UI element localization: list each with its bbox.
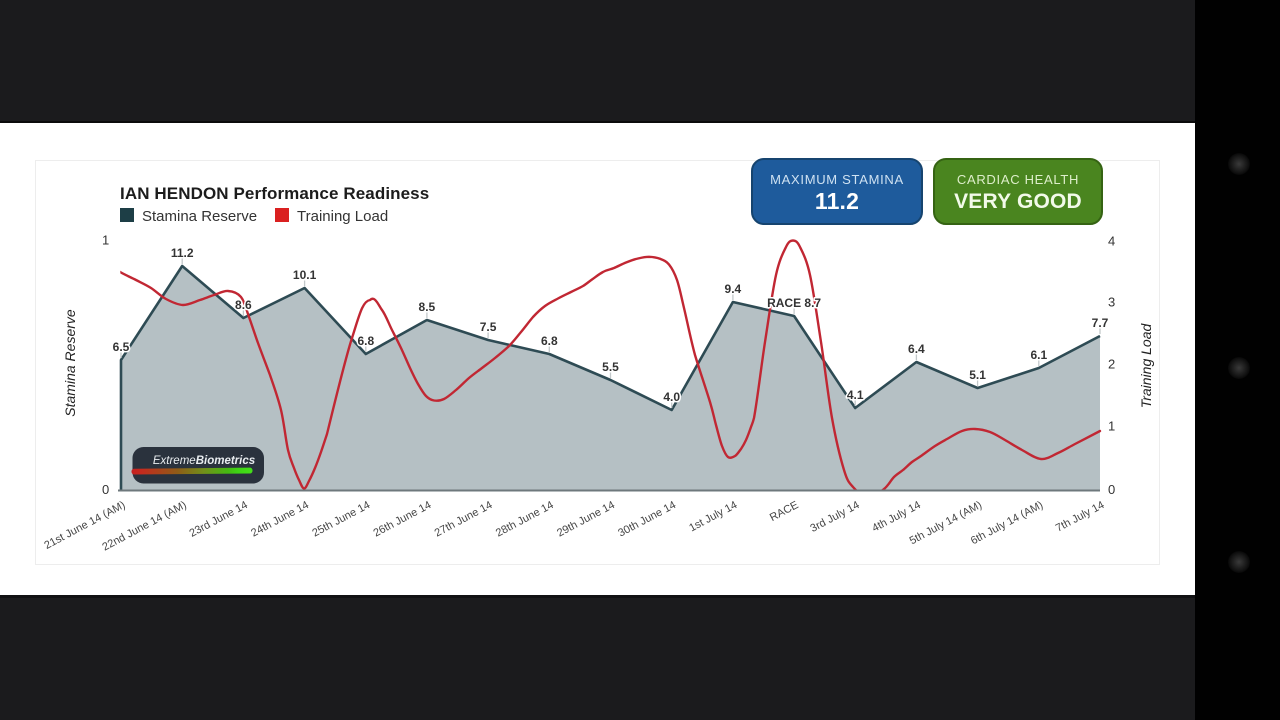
svg-text:1st July 14: 1st July 14	[687, 499, 739, 534]
svg-text:27th June 14: 27th June 14	[433, 499, 495, 539]
svg-text:4.0: 4.0	[663, 390, 680, 404]
svg-text:7.5: 7.5	[480, 320, 497, 334]
svg-text:ExtremeBiometrics: ExtremeBiometrics	[153, 455, 255, 467]
svg-text:0: 0	[102, 482, 109, 497]
svg-text:26th June 14: 26th June 14	[371, 499, 433, 539]
svg-text:3: 3	[1108, 295, 1115, 310]
svg-text:0: 0	[1108, 482, 1115, 497]
svg-text:2: 2	[1108, 357, 1115, 372]
svg-text:23rd June 14: 23rd June 14	[187, 499, 249, 540]
svg-text:4.1: 4.1	[847, 388, 864, 402]
svg-text:25th June 14: 25th June 14	[310, 499, 372, 539]
svg-text:8.6: 8.6	[235, 298, 252, 312]
svg-text:5.1: 5.1	[969, 368, 986, 382]
svg-text:28th June 14: 28th June 14	[494, 499, 556, 539]
svg-text:6.4: 6.4	[908, 342, 925, 356]
svg-text:Stamina Reserve: Stamina Reserve	[62, 309, 78, 417]
svg-text:6.8: 6.8	[541, 334, 558, 348]
svg-text:6.5: 6.5	[113, 340, 130, 354]
svg-text:6.8: 6.8	[357, 334, 374, 348]
svg-text:Training Load: Training Load	[1138, 323, 1154, 409]
svg-text:29th June 14: 29th June 14	[555, 499, 617, 539]
svg-text:24th June 14: 24th June 14	[249, 499, 311, 539]
svg-text:RACE 8.7: RACE 8.7	[767, 296, 821, 310]
svg-text:RACE: RACE	[768, 499, 801, 524]
svg-text:30th June 14: 30th June 14	[616, 499, 678, 539]
svg-text:4th July 14: 4th July 14	[870, 499, 923, 535]
svg-text:7.7: 7.7	[1092, 316, 1109, 330]
svg-text:1: 1	[102, 233, 109, 248]
svg-text:11.2: 11.2	[171, 246, 194, 260]
svg-text:4: 4	[1108, 234, 1115, 249]
svg-text:6.1: 6.1	[1030, 348, 1047, 362]
svg-text:10.1: 10.1	[293, 268, 317, 282]
svg-text:8.5: 8.5	[419, 300, 436, 314]
svg-text:9.4: 9.4	[725, 282, 742, 296]
svg-text:5.5: 5.5	[602, 360, 619, 374]
svg-text:3rd July 14: 3rd July 14	[808, 499, 861, 535]
svg-text:7th July 14: 7th July 14	[1054, 499, 1107, 535]
svg-text:1: 1	[1108, 419, 1115, 434]
